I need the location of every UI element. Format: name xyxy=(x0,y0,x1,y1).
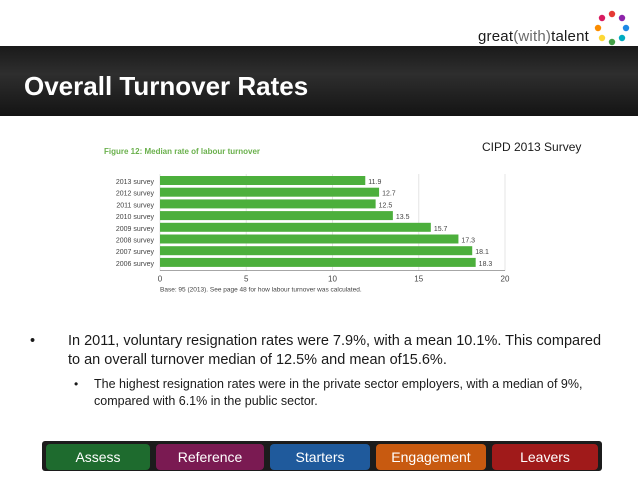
bullet-list: • In 2011, voluntary resignation rates w… xyxy=(30,332,610,410)
tab-assess-label: Assess xyxy=(75,449,121,465)
slide-title: Overall Turnover Rates xyxy=(24,71,309,101)
chart-note: Base: 95 (2013). See page 48 for how lab… xyxy=(160,287,362,294)
x-tick-label: 5 xyxy=(244,275,249,284)
people-circle-icon xyxy=(594,10,630,46)
y-tick-label: 2009 survey xyxy=(116,226,155,233)
tab-engagement-label: Engagement xyxy=(391,449,471,465)
chart-title: Figure 12: Median rate of labour turnove… xyxy=(104,147,261,156)
tab-engagement[interactable]: Engagement xyxy=(376,444,486,470)
y-tick-label: 2012 survey xyxy=(116,191,155,198)
bullet-sub-text: The highest resignation rates were in th… xyxy=(94,377,583,408)
bullet-marker: • xyxy=(30,333,36,349)
tab-reference[interactable]: Reference xyxy=(156,444,264,470)
tab-reference-label: Reference xyxy=(177,449,243,465)
bar xyxy=(160,176,366,185)
data-label: 12.7 xyxy=(382,191,396,198)
brand-suffix: talent xyxy=(551,28,589,45)
tab-starters-label: Starters xyxy=(295,449,345,465)
data-label: 18.3 xyxy=(479,261,493,268)
data-label: 18.1 xyxy=(475,249,489,256)
brand-mid: (with) xyxy=(513,28,552,45)
data-label: 13.5 xyxy=(396,214,410,221)
title-band xyxy=(0,46,638,116)
bullet-main-text: In 2011, voluntary resignation rates wer… xyxy=(68,333,602,368)
bullet-sub: • The highest resignation rates were in … xyxy=(30,376,610,410)
tab-leavers[interactable]: Leavers xyxy=(492,444,598,470)
y-tick-label: 2013 survey xyxy=(116,179,155,186)
bullet-main: • In 2011, voluntary resignation rates w… xyxy=(30,332,610,370)
x-tick-label: 20 xyxy=(501,275,510,284)
y-tick-label: 2011 survey xyxy=(116,202,154,209)
y-tick-label: 2008 survey xyxy=(116,238,155,245)
sub-bullet-marker: • xyxy=(74,377,79,391)
bar xyxy=(160,187,380,197)
tab-starters[interactable]: Starters xyxy=(270,444,370,470)
tab-leavers-label: Leavers xyxy=(520,449,570,465)
bar xyxy=(160,199,376,209)
bar xyxy=(160,257,476,267)
bar xyxy=(160,246,473,256)
y-tick-label: 2006 survey xyxy=(116,261,155,268)
brand-wordmark: great(with)talent xyxy=(478,28,589,45)
source-label: CIPD 2013 Survey xyxy=(482,140,582,154)
x-tick-label: 15 xyxy=(414,275,423,284)
bar xyxy=(160,222,431,232)
x-tick-label: 0 xyxy=(158,275,163,284)
x-tick-label: 10 xyxy=(328,275,337,284)
y-tick-label: 2010 survey xyxy=(116,214,155,221)
bar xyxy=(160,211,393,221)
data-label: 15.7 xyxy=(434,226,448,233)
data-label: 11.9 xyxy=(368,179,381,186)
tab-assess[interactable]: Assess xyxy=(46,444,150,470)
brand-logo: great(with)talent xyxy=(478,10,630,46)
brand-prefix: great xyxy=(478,28,514,45)
data-label: 12.5 xyxy=(379,202,393,209)
bar xyxy=(160,234,459,244)
y-tick-label: 2007 survey xyxy=(116,249,155,256)
data-label: 17.3 xyxy=(461,238,475,245)
